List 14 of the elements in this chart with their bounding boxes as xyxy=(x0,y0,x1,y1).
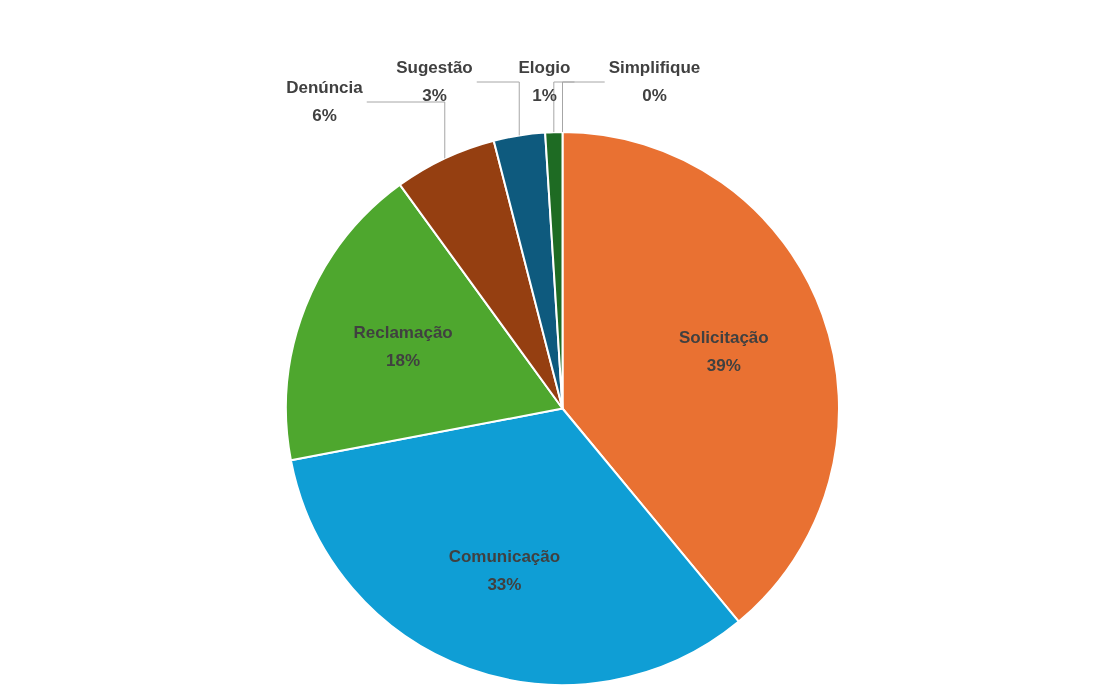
data-label: 33% xyxy=(487,575,522,595)
category-label: Simplifique xyxy=(608,57,701,77)
data-label: 39% xyxy=(706,356,741,376)
data-label: 3% xyxy=(422,85,447,105)
slice-label: Reclamação xyxy=(353,323,453,343)
slice-label: Denúncia xyxy=(286,77,364,97)
data-label: 18% xyxy=(386,351,421,371)
data-label: 6% xyxy=(312,105,337,125)
text: 0% xyxy=(642,85,667,105)
slice-label: Comunicação xyxy=(448,547,561,567)
slice-label: Elogio xyxy=(518,57,571,77)
slice-label: Solicitação xyxy=(678,328,769,348)
slice-label: Sugestão xyxy=(396,57,473,77)
data-label: 1% xyxy=(532,85,557,105)
